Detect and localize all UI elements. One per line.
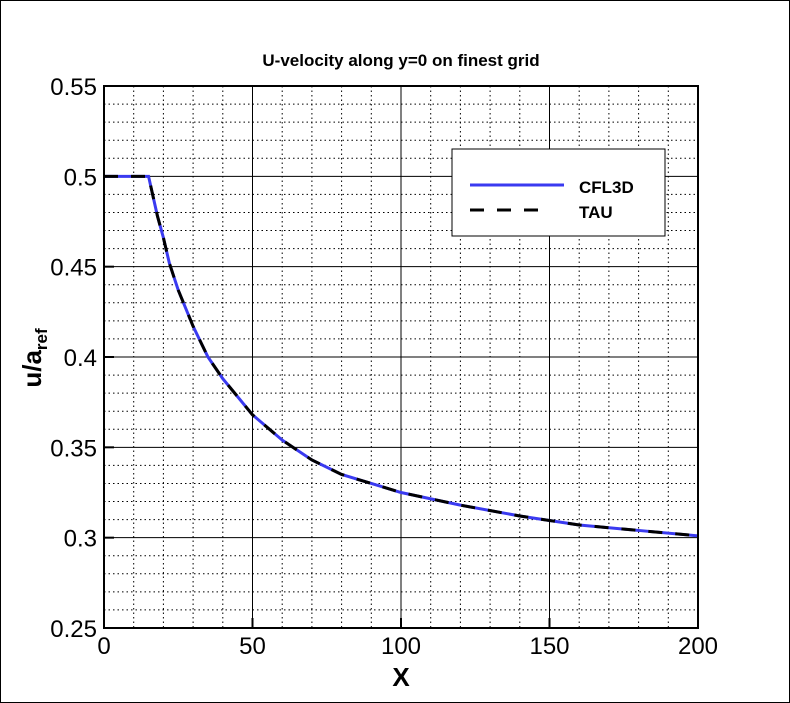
- y-tick-label: 0.45: [50, 255, 97, 282]
- axes: [103, 85, 699, 629]
- series-lines: [104, 174, 699, 538]
- legend: CFL3D TAU: [451, 148, 666, 237]
- series-line-tau: [104, 174, 699, 538]
- y-axis-label: u/aref: [17, 328, 51, 388]
- legend-label-tau: TAU: [579, 203, 613, 222]
- x-tick-label: 50: [239, 633, 266, 660]
- x-tick-label: 100: [381, 633, 421, 660]
- x-tick-label: 150: [529, 633, 569, 660]
- y-tick-label: 0.35: [50, 435, 97, 462]
- y-tick-label: 0.25: [50, 616, 97, 643]
- y-tick-label: 0.3: [64, 526, 97, 553]
- legend-label-cfl3d: CFL3D: [579, 178, 634, 197]
- y-tick-label: 0.4: [64, 345, 97, 372]
- chart-title: U-velocity along y=0 on finest grid: [262, 51, 539, 70]
- x-tick-label: 200: [678, 633, 718, 660]
- tick-labels: 0 50 100 150 200 0.25 0.3 0.35 0.4 0.45 0.5 0.55: [50, 74, 718, 660]
- y-tick-label: 0.55: [50, 74, 97, 101]
- x-tick-label: 0: [97, 633, 110, 660]
- y-tick-label: 0.5: [64, 164, 97, 191]
- x-axis-label: X: [392, 662, 410, 692]
- y-axis-label-group: u/aref: [17, 328, 51, 388]
